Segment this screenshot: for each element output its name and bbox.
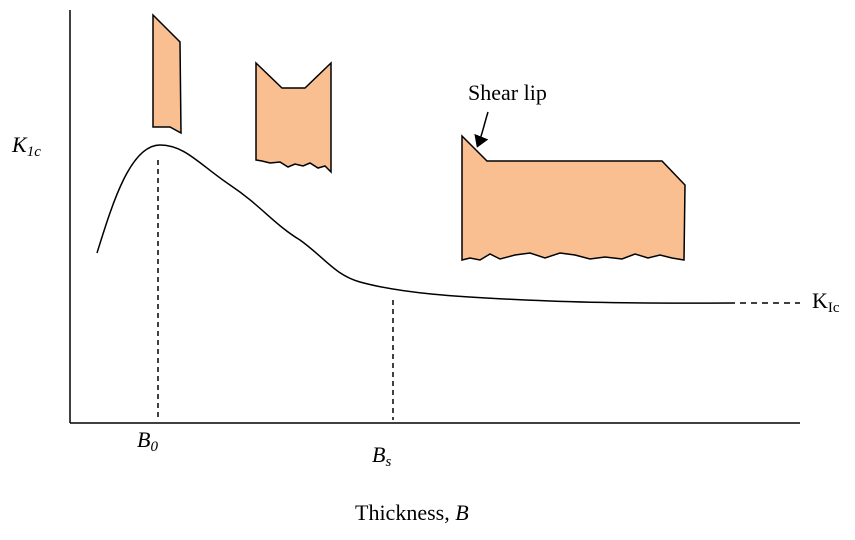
subscript: 0 [150,439,158,455]
b0-label: B0 [137,427,158,455]
symbol: B [372,442,385,467]
shear-lip-label: Shear lip [468,80,547,105]
symbol: K [812,288,828,313]
toughness-curve [96,144,736,304]
symbol: K [11,132,28,157]
shear-lip-arrow [474,111,489,148]
symbol: B [137,427,150,452]
symbol: B [455,500,468,525]
subscript: s [385,454,391,470]
text: Thickness, [355,500,455,525]
thin-specimen [152,13,182,135]
x-axis-label: Thickness, B [355,500,469,525]
plateau-label: KIc [812,288,840,316]
subscript: Ic [828,300,840,316]
subscript: 1c [27,144,42,160]
bs-label: Bs [372,442,391,470]
y-axis-label: K1c [11,132,41,160]
medium-specimen [255,61,332,174]
thick-specimen [461,134,686,261]
